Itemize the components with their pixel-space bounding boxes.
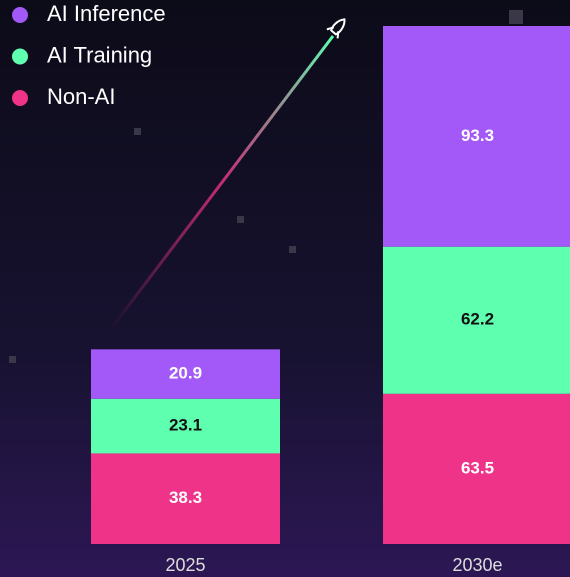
value-label: 38.3	[169, 488, 202, 507]
value-label: 93.3	[461, 126, 494, 145]
value-label: 63.5	[461, 458, 494, 477]
legend-label: AI Inference	[47, 1, 166, 26]
x-tick-label: 2025	[165, 555, 205, 575]
value-label: 23.1	[169, 416, 202, 435]
legend-swatch	[12, 49, 28, 65]
legend-swatch	[12, 90, 28, 106]
legend-swatch	[12, 7, 28, 23]
legend-label: Non-AI	[47, 84, 115, 109]
value-label: 62.2	[461, 310, 494, 329]
value-label: 20.9	[169, 364, 202, 383]
chart: AI Inference AI Training Non-AI 38.3 23.1 20.…	[0, 0, 570, 577]
x-tick-label: 2030e	[452, 555, 502, 575]
legend-label: AI Training	[47, 42, 152, 67]
